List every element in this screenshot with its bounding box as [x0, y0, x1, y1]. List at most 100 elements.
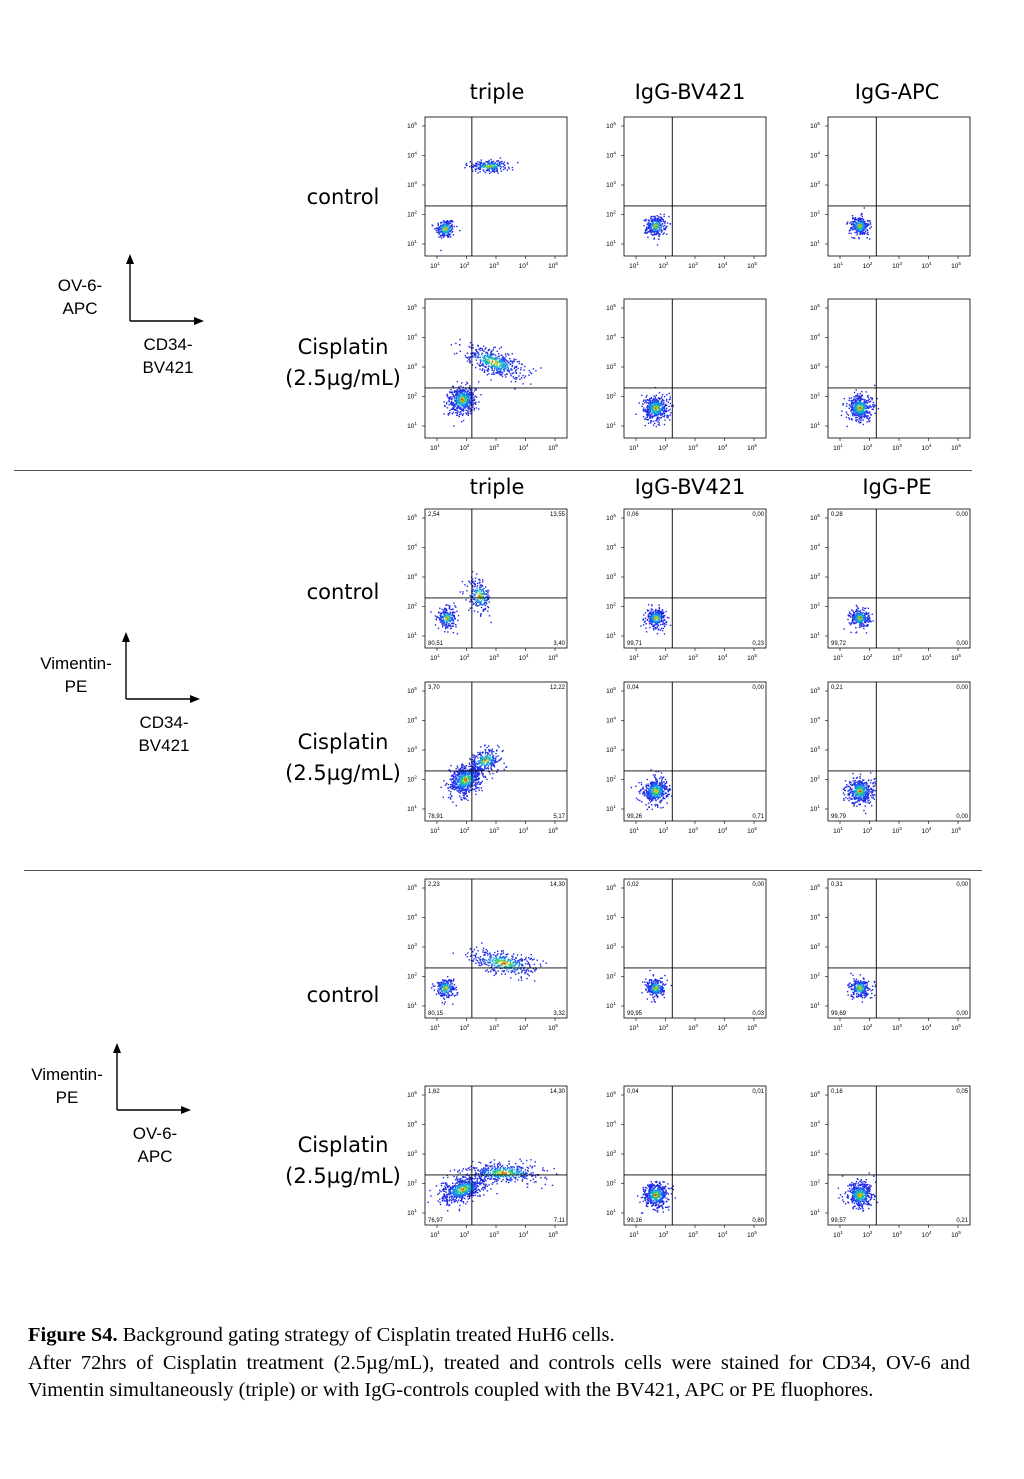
- y-tick-label: 103: [407, 180, 417, 189]
- x-tick-label: 104: [519, 261, 529, 270]
- y-tick-label: 102: [606, 775, 616, 784]
- scatter-plot: 101 101 102 102 103 103 104 104 105 105: [810, 116, 971, 270]
- y-axis-label: Vimentin- PE: [31, 1065, 103, 1107]
- y-tick-label: 104: [407, 913, 417, 922]
- panel-separator: [24, 870, 982, 871]
- scatter-plot: 101 101 102 102 103 103 104 104 105 105: [407, 298, 568, 452]
- y-tick-label: 105: [810, 303, 820, 312]
- quadrant-percentage: 0,04: [627, 685, 639, 691]
- y-tick-label: 101: [810, 421, 820, 430]
- y-tick-label: 103: [606, 572, 616, 581]
- x-tick-label: 105: [951, 261, 961, 270]
- y-tick-label: 102: [606, 602, 616, 611]
- quadrant-percentage: 0,80: [752, 1218, 764, 1224]
- x-tick-label: 104: [519, 1230, 529, 1239]
- y-tick-label: 101: [606, 1001, 616, 1010]
- scatter-plot: 0,16 0,05 99,57 0,21 101 101 102 102 103 103 104 10…: [810, 1085, 971, 1239]
- y-tick-label: 101: [606, 804, 616, 813]
- y-tick-label: 104: [810, 913, 820, 922]
- quadrant-percentage: 0,00: [956, 1011, 968, 1017]
- y-tick-label: 102: [606, 210, 616, 219]
- x-tick-label: 101: [629, 1023, 639, 1032]
- quadrant-percentage: 80,15: [428, 1011, 444, 1017]
- y-tick-label: 103: [810, 180, 820, 189]
- x-tick-label: 102: [863, 1023, 873, 1032]
- y-tick-label: 102: [810, 210, 820, 219]
- x-tick-label: 105: [548, 653, 558, 662]
- quadrant-percentage: 0,16: [831, 1089, 843, 1095]
- x-tick-label: 103: [892, 826, 902, 835]
- row-label-cisplatin: Cisplatin (2.5µg/mL): [285, 730, 401, 785]
- x-tick-label: 102: [460, 261, 470, 270]
- y-tick-label: 101: [810, 631, 820, 640]
- y-tick-label: 104: [810, 543, 820, 552]
- y-tick-label: 105: [810, 686, 820, 695]
- y-tick-label: 104: [407, 716, 417, 725]
- quadrant-percentage: 0,00: [956, 882, 968, 888]
- x-tick-label: 105: [548, 443, 558, 452]
- scatter-plot: 101 101 102 102 103 103 104 104 105 105: [606, 116, 767, 270]
- figure-caption: Figure S4. Background gating strategy of…: [28, 1322, 970, 1405]
- scatter-plot: 0,21 0,00 99,79 0,00 101 101 102 102 103 103 104 10…: [810, 681, 971, 835]
- y-tick-label: 103: [606, 942, 616, 951]
- y-tick-label: 103: [606, 180, 616, 189]
- quadrant-percentage: 0,03: [752, 1011, 764, 1017]
- axis-legend-arrows: [122, 632, 200, 703]
- x-tick-label: 105: [747, 261, 757, 270]
- y-tick-label: 105: [407, 303, 417, 312]
- y-tick-label: 104: [606, 543, 616, 552]
- x-tick-label: 103: [688, 653, 698, 662]
- caption-text: After 72hrs of Cisplatin treatment (2.5µ…: [28, 1351, 970, 1402]
- y-tick-label: 101: [810, 1208, 820, 1217]
- quadrant-percentage: 0,05: [956, 1089, 968, 1095]
- x-tick-label: 104: [922, 261, 932, 270]
- y-tick-label: 104: [606, 1120, 616, 1129]
- row-label-cisplatin: Cisplatin (2.5µg/mL): [285, 335, 401, 390]
- quadrant-percentage: 99,57: [831, 1218, 847, 1224]
- y-tick-label: 102: [810, 775, 820, 784]
- y-tick-label: 103: [810, 1149, 820, 1158]
- y-tick-label: 105: [606, 303, 616, 312]
- y-tick-label: 103: [407, 572, 417, 581]
- x-tick-label: 104: [519, 1023, 529, 1032]
- quadrant-percentage: 0,00: [956, 512, 968, 518]
- scatter-plot: 0,06 0,00 99,71 0,23 101 101 102 102 103 103 104 10…: [606, 508, 767, 662]
- x-tick-label: 102: [863, 1230, 873, 1239]
- x-tick-label: 103: [688, 261, 698, 270]
- x-tick-label: 102: [659, 1023, 669, 1032]
- column-header-triple: triple: [469, 80, 525, 104]
- y-tick-label: 105: [810, 121, 820, 130]
- y-tick-label: 101: [407, 1001, 417, 1010]
- y-tick-label: 104: [810, 1120, 820, 1129]
- quadrant-percentage: 14,30: [550, 1089, 566, 1095]
- quadrant-percentage: 12,22: [550, 685, 566, 691]
- x-tick-label: 102: [863, 261, 873, 270]
- scatter-plot: 1,62 14,30 76,97 7,11 101 101 102 102 103 103 104 1…: [407, 1085, 568, 1239]
- quadrant-percentage: 0,00: [752, 512, 764, 518]
- x-tick-label: 103: [688, 443, 698, 452]
- x-tick-label: 103: [489, 261, 499, 270]
- y-tick-label: 103: [606, 362, 616, 371]
- quadrant-percentage: 13,55: [550, 512, 566, 518]
- y-tick-label: 101: [407, 631, 417, 640]
- x-tick-label: 103: [892, 653, 902, 662]
- x-tick-label: 102: [863, 653, 873, 662]
- x-tick-label: 102: [659, 1230, 669, 1239]
- y-tick-label: 105: [407, 513, 417, 522]
- x-tick-label: 102: [460, 443, 470, 452]
- scatter-plot: 0,28 0,00 99,72 0,00 101 101 102 102 103 103 104 10…: [810, 508, 971, 662]
- y-tick-label: 102: [810, 972, 820, 981]
- x-tick-label: 104: [922, 1023, 932, 1032]
- x-tick-label: 105: [951, 1230, 961, 1239]
- y-tick-label: 102: [606, 1179, 616, 1188]
- y-tick-label: 105: [407, 883, 417, 892]
- y-tick-label: 102: [407, 210, 417, 219]
- y-tick-label: 104: [810, 333, 820, 342]
- x-tick-label: 103: [892, 1230, 902, 1239]
- x-tick-label: 101: [833, 653, 843, 662]
- quadrant-percentage: 99,69: [831, 1011, 847, 1017]
- y-tick-label: 104: [606, 151, 616, 160]
- x-tick-label: 102: [659, 653, 669, 662]
- y-tick-label: 105: [606, 121, 616, 130]
- x-tick-label: 105: [548, 1023, 558, 1032]
